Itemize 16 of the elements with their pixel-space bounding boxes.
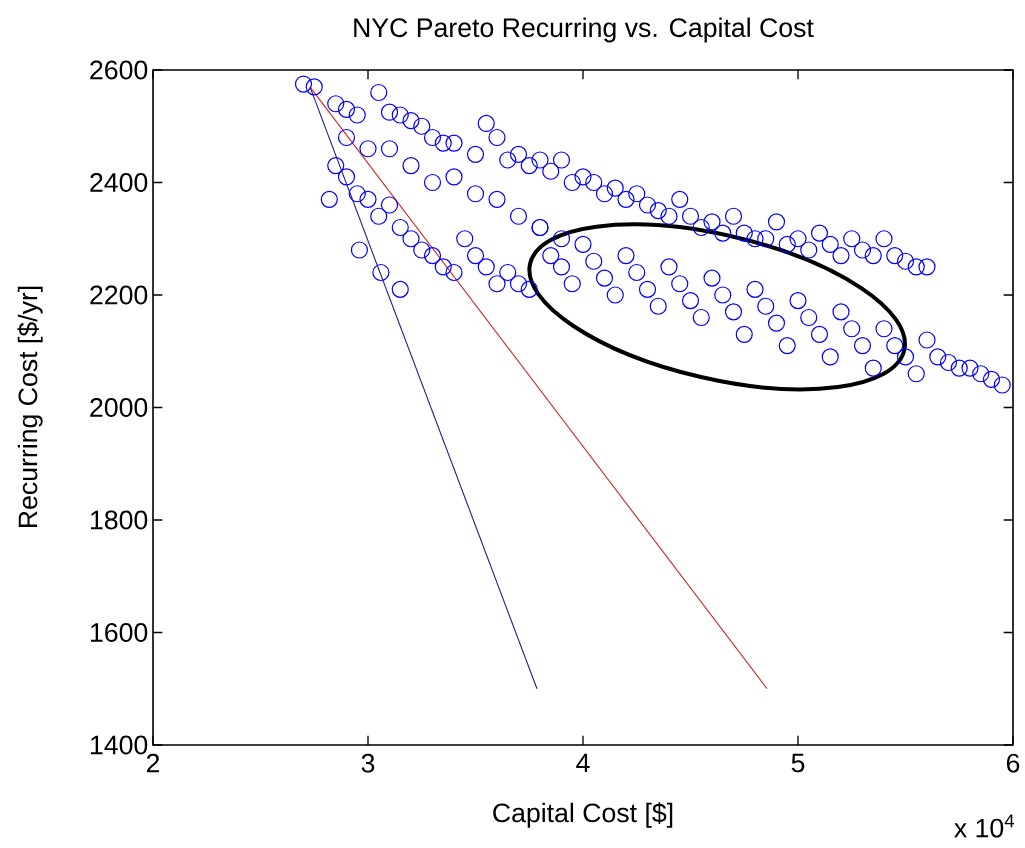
y-axis-title: Recurring Cost [$/yr] bbox=[17, 286, 43, 528]
y-tick-label: 1400 bbox=[91, 735, 148, 755]
y-tick-label: 2000 bbox=[90, 398, 148, 417]
y-tick-label: 2200 bbox=[90, 285, 148, 305]
x-tick-label: 2 bbox=[146, 753, 160, 773]
chart-title: NYC Pareto Recurring vs. Capital Cost bbox=[354, 17, 814, 43]
text: x 10$^{4}$ bbox=[954, 814, 1015, 838]
x-tick-label: 4 bbox=[576, 753, 590, 773]
y-tick-label: 1800 bbox=[91, 510, 148, 530]
x-tick-label: 5 bbox=[791, 753, 805, 773]
y-tick-label: 1600 bbox=[91, 623, 148, 642]
y-tick-label: 2400 bbox=[90, 173, 148, 192]
x-tick-label: 3 bbox=[361, 753, 375, 773]
x-tick-label: 6 bbox=[1006, 753, 1020, 773]
y-tick-label: 2600 bbox=[90, 60, 148, 80]
x-axis-title: Capital Cost [$] bbox=[493, 802, 673, 828]
